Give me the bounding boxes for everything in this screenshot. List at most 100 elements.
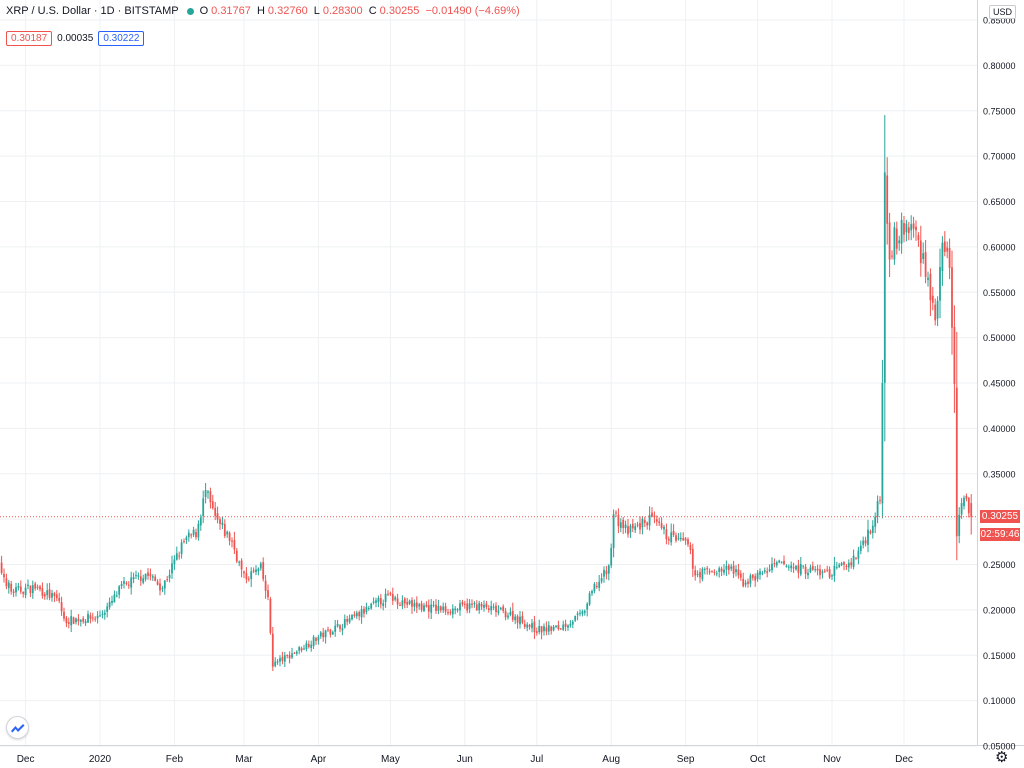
candle-body xyxy=(598,581,601,588)
candle-body xyxy=(691,548,694,569)
candle-body xyxy=(3,573,5,578)
candle-body xyxy=(797,565,800,573)
candle-body xyxy=(571,621,574,625)
candle-body xyxy=(922,253,925,260)
candle-body xyxy=(132,577,135,580)
candle-body xyxy=(607,565,610,574)
currency-label[interactable]: USD xyxy=(989,5,1017,19)
candle-body xyxy=(48,589,51,598)
symbol-title[interactable]: XRP / U.S. Dollar · 1D · BITSTAMP xyxy=(6,5,179,17)
candle-body xyxy=(646,522,649,526)
price-tick-label: 0.85000 xyxy=(983,16,1016,26)
candle-body xyxy=(281,656,284,661)
candle-body xyxy=(867,529,869,546)
candle-body xyxy=(72,617,75,624)
candle-body xyxy=(533,621,536,632)
candle-body xyxy=(483,604,485,608)
candle-body xyxy=(135,575,137,577)
candle-body xyxy=(528,624,531,627)
candle-body xyxy=(792,567,795,569)
candle-body xyxy=(449,611,452,613)
candle-body xyxy=(271,633,274,667)
candle-body xyxy=(139,576,142,581)
candle-body xyxy=(629,525,632,533)
candle-body xyxy=(941,242,944,272)
candle-body xyxy=(514,616,517,621)
candle-body xyxy=(375,600,377,603)
candle-body xyxy=(511,610,514,620)
ask-price-box[interactable]: 0.30222 xyxy=(98,31,145,46)
candle-body xyxy=(82,618,85,622)
candle-body xyxy=(444,606,447,612)
time-tick-label: Oct xyxy=(750,754,766,765)
candle-body xyxy=(19,586,22,592)
candle-body xyxy=(538,626,541,632)
candle-body xyxy=(425,604,428,607)
candle-body xyxy=(144,573,147,580)
candle-body xyxy=(507,615,509,618)
candle-body xyxy=(427,605,430,612)
candle-body xyxy=(742,578,745,587)
candle-body xyxy=(888,222,891,260)
candle-body xyxy=(408,600,411,604)
candle-body xyxy=(946,247,949,252)
candle-body xyxy=(255,569,257,572)
candle-body xyxy=(967,497,970,514)
candle-body xyxy=(588,593,591,605)
candle-body xyxy=(660,523,663,528)
candle-body xyxy=(667,538,670,541)
candle-body xyxy=(627,526,629,535)
candle-body xyxy=(893,227,896,260)
candle-body xyxy=(24,587,27,596)
candle-body xyxy=(684,538,687,541)
candle-body xyxy=(612,514,615,548)
candle-body xyxy=(696,573,699,575)
candle-body xyxy=(269,599,272,633)
candle-body xyxy=(365,606,368,612)
candle-body xyxy=(778,560,781,563)
candle-body xyxy=(447,612,449,614)
price-tick-label: 0.55000 xyxy=(983,288,1016,298)
candle-body xyxy=(382,603,385,606)
candle-body xyxy=(963,497,965,506)
candle-body xyxy=(411,599,413,607)
candle-body xyxy=(576,613,579,616)
candle-body xyxy=(799,563,802,575)
candle-body xyxy=(555,625,557,627)
candle-body xyxy=(406,601,409,605)
candle-body xyxy=(775,562,778,566)
candle-body xyxy=(615,512,617,514)
candle-body xyxy=(259,563,262,569)
candle-body xyxy=(747,581,749,584)
candle-body xyxy=(60,602,63,612)
candle-body xyxy=(123,581,125,584)
candle-body xyxy=(783,560,785,565)
gear-icon[interactable]: ⚙ xyxy=(995,749,1009,766)
candle-body xyxy=(579,612,581,614)
candle-body xyxy=(567,625,569,628)
ohlc-readout: O 0.31767 H 0.32760 L 0.28300 C 0.30255 −0.0… xyxy=(200,5,523,17)
candle-body xyxy=(415,602,418,608)
candle-body xyxy=(451,608,454,615)
candle-body xyxy=(463,603,466,605)
candle-body xyxy=(790,565,793,569)
bid-price-box[interactable]: 0.30187 xyxy=(6,31,53,46)
candle-body xyxy=(46,590,49,596)
candle-body xyxy=(58,597,61,601)
candle-body xyxy=(245,573,248,580)
open-value: 0.31767 xyxy=(211,5,251,17)
time-tick-label: Jul xyxy=(530,754,543,765)
candle-body xyxy=(75,618,77,623)
candle-body xyxy=(624,524,627,529)
candle-body xyxy=(768,569,771,571)
candle-body xyxy=(929,273,932,301)
candle-body xyxy=(583,610,586,613)
candle-body xyxy=(706,568,709,570)
tradingview-logo-icon[interactable] xyxy=(6,716,29,739)
candle-body xyxy=(348,618,351,623)
candle-body xyxy=(843,562,845,565)
candle-body xyxy=(163,580,166,589)
candle-body xyxy=(358,612,361,617)
candle-body xyxy=(101,613,104,615)
